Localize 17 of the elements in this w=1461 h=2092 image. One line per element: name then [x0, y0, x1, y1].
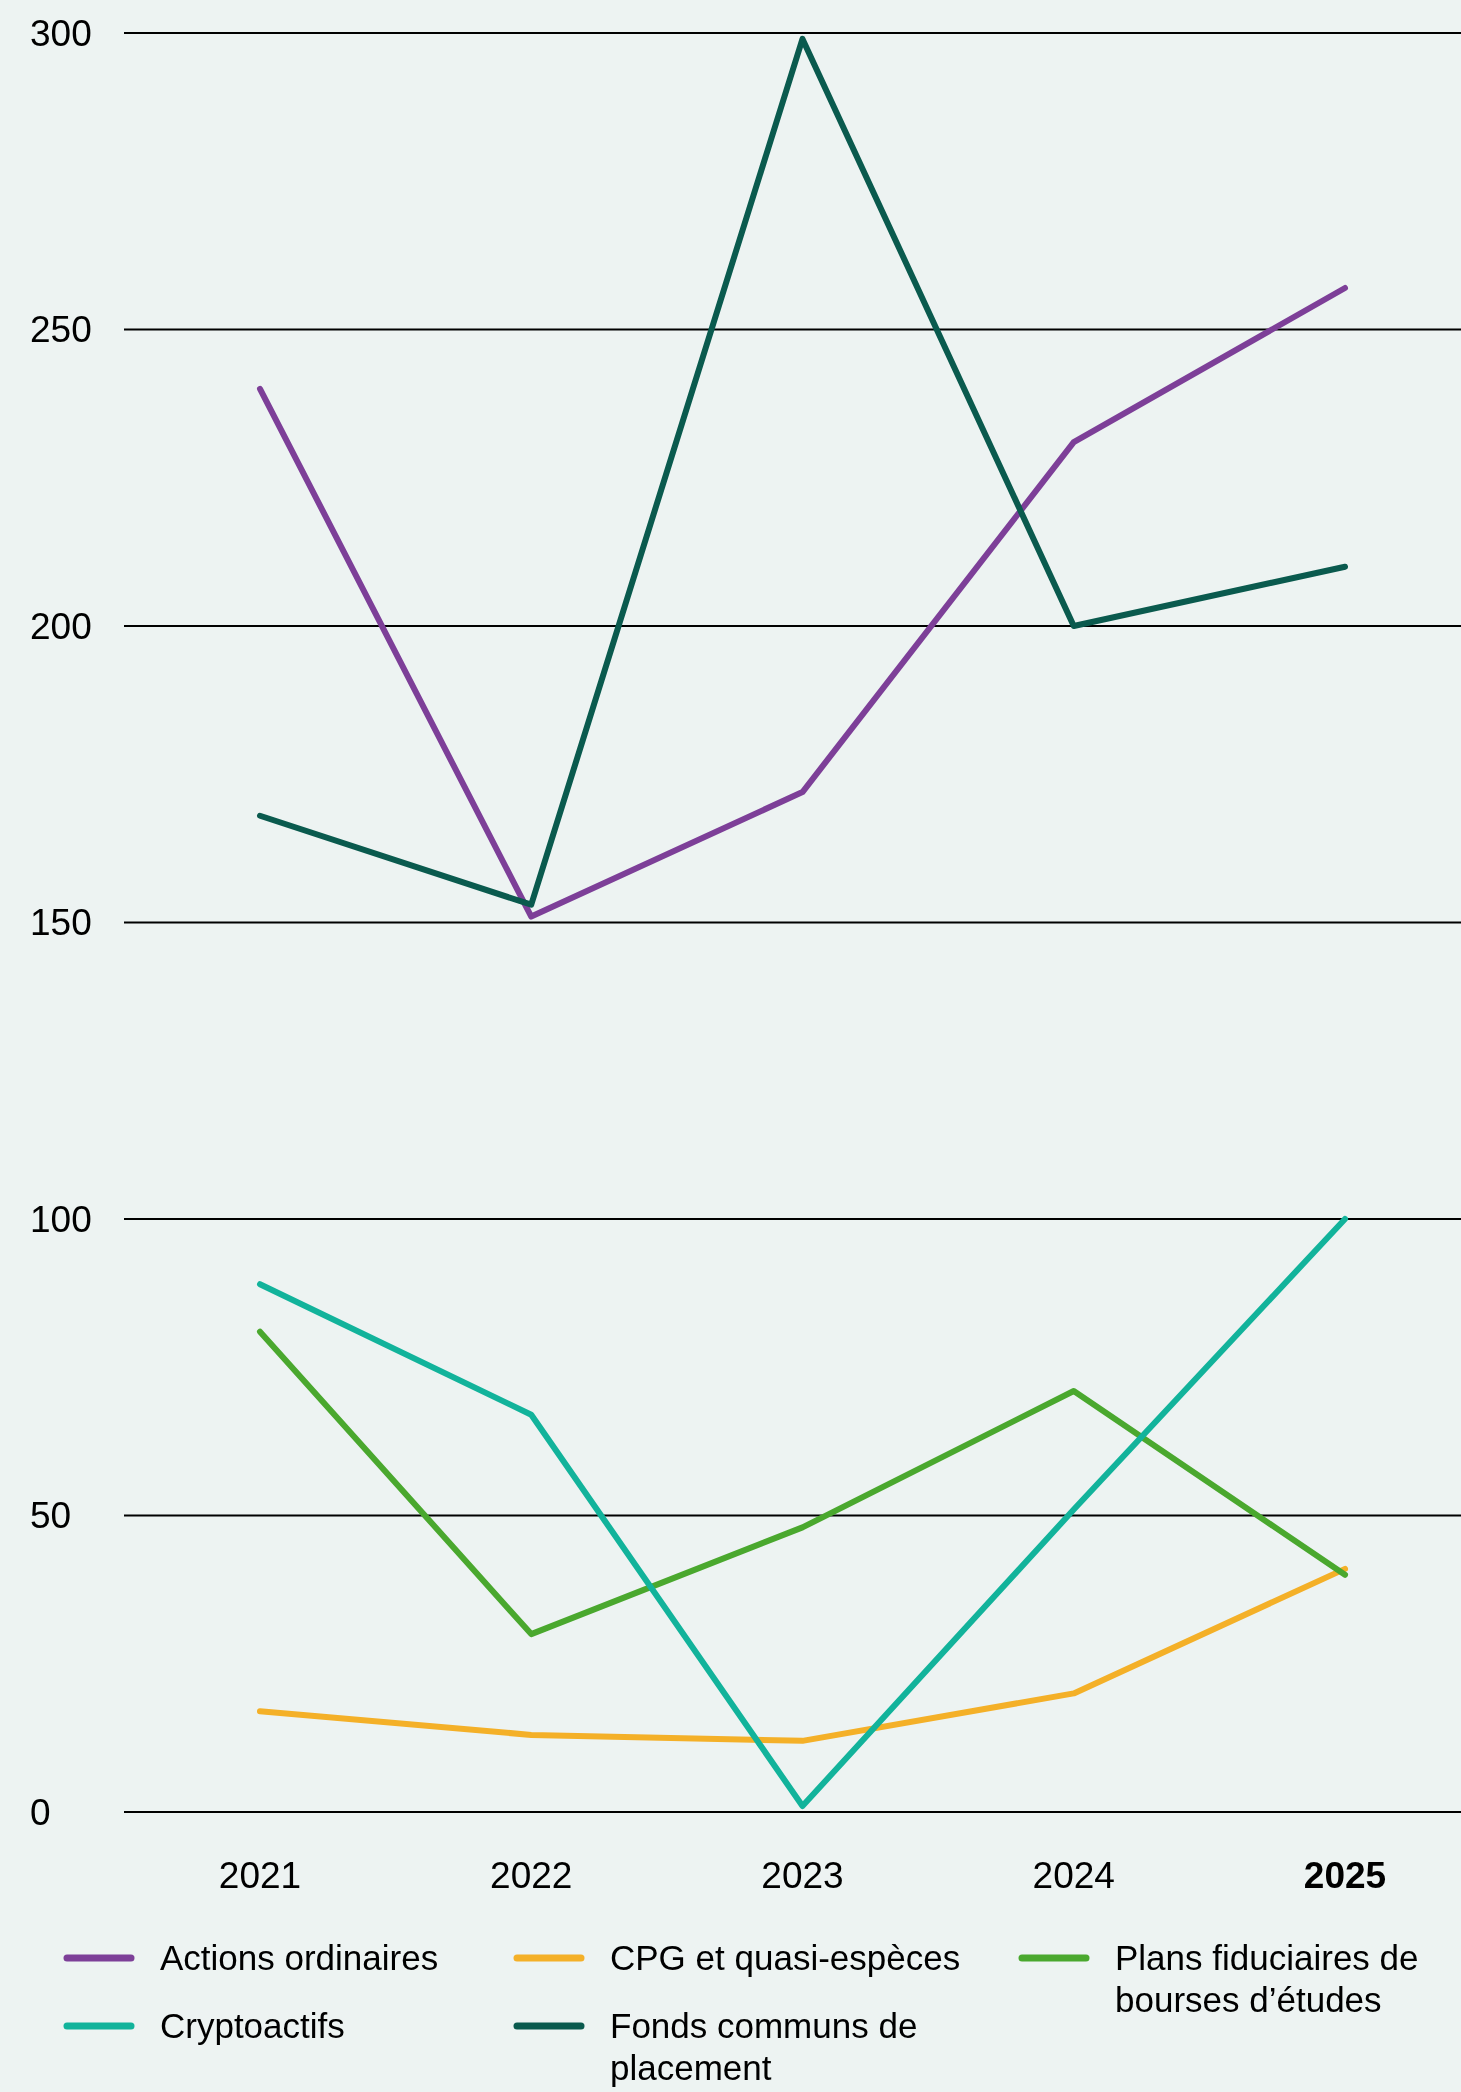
x-tick-label: 2022: [490, 1854, 573, 1896]
legend-label: Actions ordinaires: [160, 1938, 439, 1978]
y-tick-label: 0: [30, 1791, 51, 1833]
y-tick-label: 300: [30, 12, 92, 54]
y-tick-label: 250: [30, 309, 92, 351]
x-tick-label: 2025: [1303, 1854, 1387, 1896]
y-tick-label: 150: [30, 902, 92, 944]
x-tick-label: 2024: [1032, 1854, 1115, 1896]
legend-label: Cryptoactifs: [160, 2006, 345, 2046]
legend-label: Plans fiduciaires de bourses d’études: [1115, 1938, 1419, 2020]
y-tick-label: 50: [30, 1495, 72, 1537]
y-tick-label: 200: [30, 605, 92, 647]
x-tick-label: 2021: [218, 1854, 302, 1896]
legend-label: Fonds communs de placement: [610, 2006, 918, 2088]
x-tick-label: 2023: [761, 1854, 844, 1896]
legend-label: CPG et quasi-espèces: [610, 1938, 961, 1978]
y-tick-label: 100: [30, 1198, 92, 1240]
